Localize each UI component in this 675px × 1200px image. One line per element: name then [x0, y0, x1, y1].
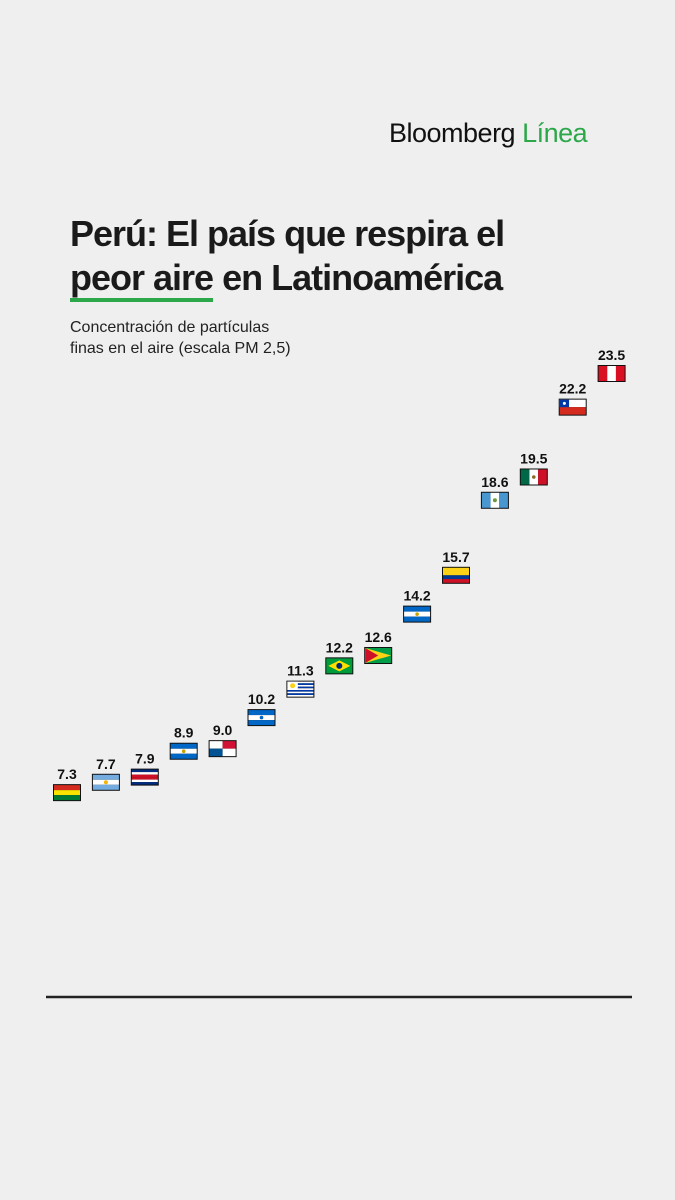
guyana-flag	[364, 647, 393, 665]
guatemala-flag	[480, 491, 509, 509]
honduras-flag	[247, 709, 276, 727]
title-line-1: Perú: El país que respira el	[70, 213, 505, 254]
title-highlight: peor aire	[70, 257, 214, 302]
value-label: 15.7	[442, 549, 469, 565]
chart-title: Perú: El país que respira el peor aire e…	[70, 212, 505, 302]
chile-flag	[558, 398, 587, 416]
value-label: 18.6	[481, 474, 508, 490]
value-label: 12.2	[326, 639, 353, 655]
subtitle-line-1: Concentración de partículas	[70, 319, 270, 336]
value-label: 7.9	[135, 751, 155, 767]
value-label: 10.2	[248, 691, 275, 707]
value-label: 19.5	[520, 450, 547, 466]
value-label: 11.3	[287, 663, 314, 679]
value-label: 9.0	[213, 722, 233, 738]
value-label: 7.3	[57, 766, 77, 782]
chart-subtitle: Concentración de partículas finas en el …	[70, 317, 291, 359]
value-label: 22.2	[559, 381, 586, 397]
mexico-flag	[519, 468, 548, 486]
value-label: 8.9	[174, 725, 194, 741]
peru-flag	[597, 365, 626, 382]
argentina-flag	[91, 773, 120, 791]
subtitle-line-2: finas en el aire (escala PM 2,5)	[70, 340, 291, 357]
value-label: 12.6	[365, 629, 392, 645]
value-label: 23.5	[598, 347, 625, 363]
colombia-flag	[442, 566, 470, 584]
brand-logo: Bloomberg Línea	[389, 118, 588, 149]
bolivia-flag	[53, 784, 81, 802]
costa-rica-flag	[130, 768, 159, 786]
title-line-2: peor aire en Latinoamérica	[70, 256, 504, 302]
title-line-2-rest: en Latinoamérica	[213, 257, 503, 298]
uruguay-flag	[286, 680, 315, 698]
value-label: 14.2	[403, 588, 430, 604]
value-label: 7.7	[96, 756, 116, 772]
panama-flag	[208, 740, 237, 758]
nicaragua-flag	[169, 742, 198, 760]
el-salvador-flag	[403, 605, 432, 623]
brand-accent: Línea	[522, 118, 588, 148]
brand-name: Bloomberg	[389, 118, 516, 148]
brazil-flag	[325, 657, 354, 675]
